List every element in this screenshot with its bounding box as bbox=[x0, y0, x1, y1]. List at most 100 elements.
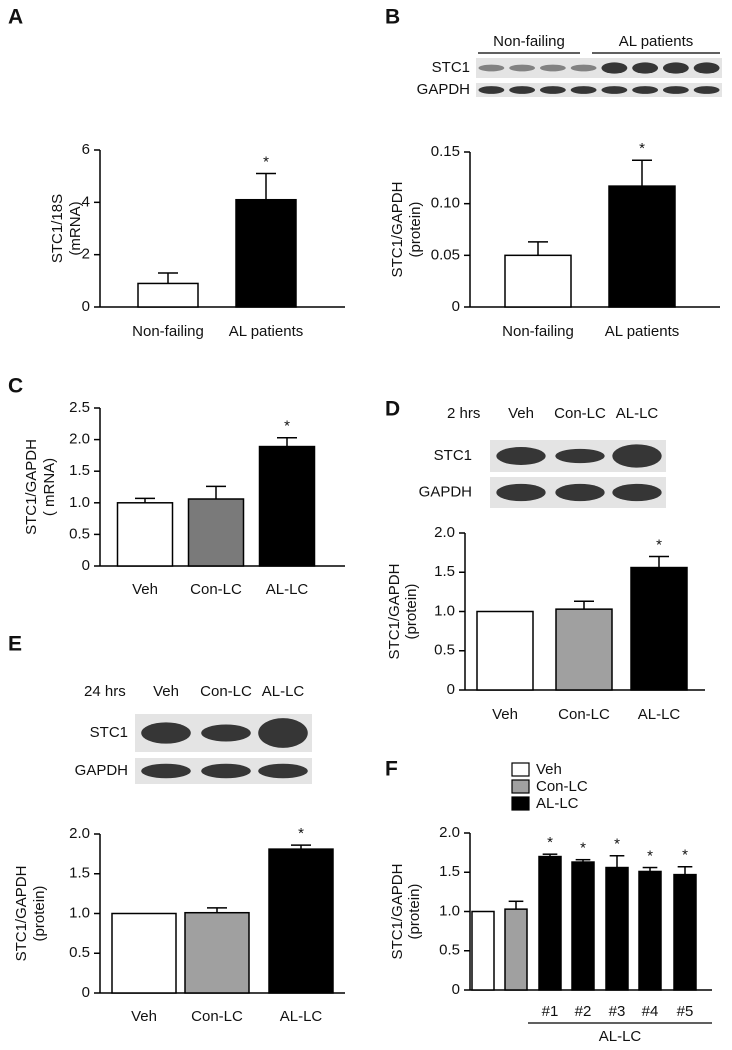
panel-letter: A bbox=[8, 6, 23, 29]
y-axis-label: STC1/GAPDH bbox=[389, 864, 406, 960]
panel-letter: D bbox=[385, 398, 400, 421]
x-tick-label: AL-LC bbox=[638, 706, 681, 723]
blot-band bbox=[555, 483, 605, 502]
y-tick-label: 2.0 bbox=[434, 524, 455, 541]
y-tick-label: 0.5 bbox=[69, 525, 90, 542]
blot-band bbox=[478, 86, 505, 94]
y-tick-label: 2.0 bbox=[69, 825, 90, 842]
y-axis-label: STC1/GAPDH bbox=[386, 564, 403, 660]
blot-band bbox=[509, 64, 536, 72]
blot-band bbox=[693, 86, 720, 94]
y-tick-label: 0 bbox=[82, 984, 90, 1001]
bar bbox=[184, 911, 250, 994]
blot-lane-label: AL-LC bbox=[616, 405, 659, 422]
x-tick-label: Non-failing bbox=[502, 323, 574, 340]
blot-row-label: STC1 bbox=[90, 724, 128, 741]
blot-band bbox=[141, 763, 191, 779]
significance-star: * bbox=[639, 140, 645, 157]
x-tick-label: #2 bbox=[575, 1003, 592, 1020]
y-tick-label: 0.05 bbox=[431, 246, 460, 263]
blot-band bbox=[509, 86, 536, 94]
bar bbox=[258, 445, 316, 567]
y-axis-label: (protein) bbox=[31, 886, 48, 942]
bar bbox=[235, 198, 297, 308]
blot-lane-label: Veh bbox=[508, 405, 534, 422]
legend-swatch bbox=[511, 796, 530, 811]
bar bbox=[476, 610, 534, 691]
blot-row-label: GAPDH bbox=[419, 483, 472, 500]
blot-time-label: 2 hrs bbox=[447, 405, 480, 422]
legend-swatch bbox=[511, 762, 530, 777]
x-tick-label: Veh bbox=[132, 581, 158, 598]
y-tick-label: 0 bbox=[452, 298, 460, 315]
panel-letter: B bbox=[385, 6, 400, 29]
group-label: AL-LC bbox=[599, 1028, 642, 1045]
panel-letter: E bbox=[8, 633, 22, 656]
blot-band bbox=[662, 86, 689, 94]
blot-group-label: AL patients bbox=[619, 33, 694, 50]
y-axis-label: (protein) bbox=[406, 884, 423, 940]
blot-row-label: STC1 bbox=[434, 447, 472, 464]
blot-band bbox=[201, 724, 251, 742]
x-tick-label: #4 bbox=[642, 1003, 659, 1020]
y-axis-label: (protein) bbox=[407, 202, 424, 258]
significance-star: * bbox=[682, 847, 688, 864]
bar bbox=[504, 254, 572, 308]
blot-band bbox=[601, 86, 628, 94]
significance-star: * bbox=[656, 537, 662, 554]
y-axis-label: STC1/18S bbox=[49, 194, 66, 263]
blot-row-label: GAPDH bbox=[417, 81, 470, 98]
blot-band bbox=[539, 64, 566, 72]
y-tick-label: 0.5 bbox=[69, 944, 90, 961]
blot-band bbox=[632, 62, 659, 74]
y-tick-label: 1.5 bbox=[434, 563, 455, 580]
y-tick-label: 1.0 bbox=[69, 494, 90, 511]
y-tick-label: 1.0 bbox=[439, 902, 460, 919]
blot-lane-label: AL-LC bbox=[262, 683, 305, 700]
legend-swatch bbox=[511, 779, 530, 794]
bar bbox=[673, 873, 697, 991]
x-tick-label: Veh bbox=[492, 706, 518, 723]
legend-label: AL-LC bbox=[536, 795, 579, 812]
bar bbox=[137, 282, 199, 308]
x-tick-label: AL patients bbox=[605, 323, 680, 340]
x-tick-label: #5 bbox=[677, 1003, 694, 1020]
blot-band bbox=[612, 483, 662, 502]
panel-letter: F bbox=[385, 758, 398, 781]
blot-lane-label: Con-LC bbox=[554, 405, 606, 422]
blot-group-label: Non-failing bbox=[493, 33, 565, 50]
y-tick-label: 4 bbox=[82, 193, 90, 210]
y-axis-label: (protein) bbox=[403, 584, 420, 640]
blot-row-label: STC1 bbox=[432, 59, 470, 76]
y-tick-label: 6 bbox=[82, 141, 90, 158]
blot-band bbox=[478, 64, 505, 72]
bar bbox=[555, 608, 613, 691]
blot-time-label: 24 hrs bbox=[84, 683, 126, 700]
x-tick-label: Veh bbox=[131, 1008, 157, 1025]
blot-row-label: GAPDH bbox=[75, 762, 128, 779]
y-tick-label: 0.5 bbox=[434, 642, 455, 659]
significance-star: * bbox=[647, 848, 653, 865]
significance-star: * bbox=[284, 418, 290, 435]
legend-label: Veh bbox=[536, 761, 562, 778]
legend-label: Con-LC bbox=[536, 778, 588, 795]
significance-star: * bbox=[580, 840, 586, 857]
x-tick-label: AL-LC bbox=[280, 1008, 323, 1025]
bar bbox=[111, 912, 177, 994]
blot-band bbox=[539, 86, 566, 94]
y-tick-label: 1.5 bbox=[69, 865, 90, 882]
x-tick-label: Con-LC bbox=[191, 1008, 243, 1025]
y-tick-label: 2.0 bbox=[439, 824, 460, 841]
x-tick-label: Non-failing bbox=[132, 323, 204, 340]
panel-letter: C bbox=[8, 375, 23, 398]
blot-lane-label: Con-LC bbox=[200, 683, 252, 700]
blot-band bbox=[258, 718, 308, 748]
x-tick-label: AL-LC bbox=[266, 581, 309, 598]
y-axis-label: STC1/GAPDH bbox=[23, 439, 40, 535]
blot-band bbox=[555, 448, 605, 464]
bar bbox=[571, 861, 595, 991]
bar bbox=[268, 848, 334, 994]
y-tick-label: 2.5 bbox=[69, 399, 90, 416]
blot-band bbox=[632, 86, 659, 94]
